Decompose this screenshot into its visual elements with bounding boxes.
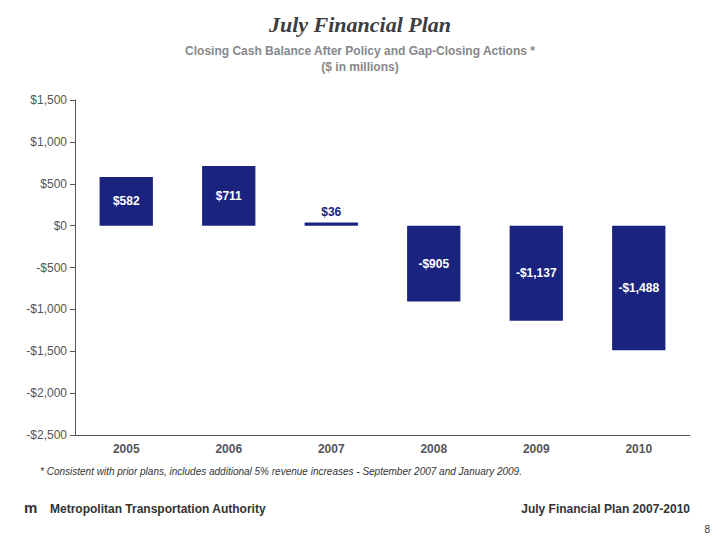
svg-text:2006: 2006	[215, 442, 242, 456]
svg-text:Metropolitan Transportation Au: Metropolitan Transportation Authority	[50, 502, 266, 516]
svg-text:2007: 2007	[318, 442, 345, 456]
svg-text:$500: $500	[40, 177, 67, 191]
svg-text:-$1,000: -$1,000	[26, 302, 67, 316]
svg-text:-$500: -$500	[36, 261, 67, 275]
svg-text:-$1,500: -$1,500	[26, 344, 67, 358]
svg-text:-$905: -$905	[418, 257, 449, 271]
svg-text:2005: 2005	[113, 442, 140, 456]
svg-text:2008: 2008	[420, 442, 447, 456]
svg-text:($ in millions): ($ in millions)	[321, 60, 398, 74]
svg-text:* Consistent with prior plans,: * Consistent with prior plans, includes …	[40, 466, 522, 477]
svg-text:2010: 2010	[625, 442, 652, 456]
svg-text:-$2,500: -$2,500	[26, 428, 67, 442]
svg-text:8: 8	[704, 524, 710, 535]
svg-text:$0: $0	[54, 219, 68, 233]
svg-text:$36: $36	[321, 205, 341, 219]
svg-text:July Financial Plan: July Financial Plan	[268, 12, 451, 37]
svg-text:$582: $582	[113, 194, 140, 208]
svg-text:-$2,000: -$2,000	[26, 386, 67, 400]
svg-text:$711: $711	[216, 189, 242, 203]
svg-text:m: m	[24, 499, 37, 516]
svg-text:Closing Cash Balance After Pol: Closing Cash Balance After Policy and Ga…	[185, 44, 535, 58]
svg-text:$1,500: $1,500	[30, 93, 67, 107]
svg-text:$1,000: $1,000	[30, 135, 67, 149]
svg-text:-$1,137: -$1,137	[516, 266, 557, 280]
svg-text:July Financial Plan 2007-2010: July Financial Plan 2007-2010	[521, 502, 690, 516]
svg-text:-$1,488: -$1,488	[618, 281, 659, 295]
svg-text:2009: 2009	[523, 442, 550, 456]
